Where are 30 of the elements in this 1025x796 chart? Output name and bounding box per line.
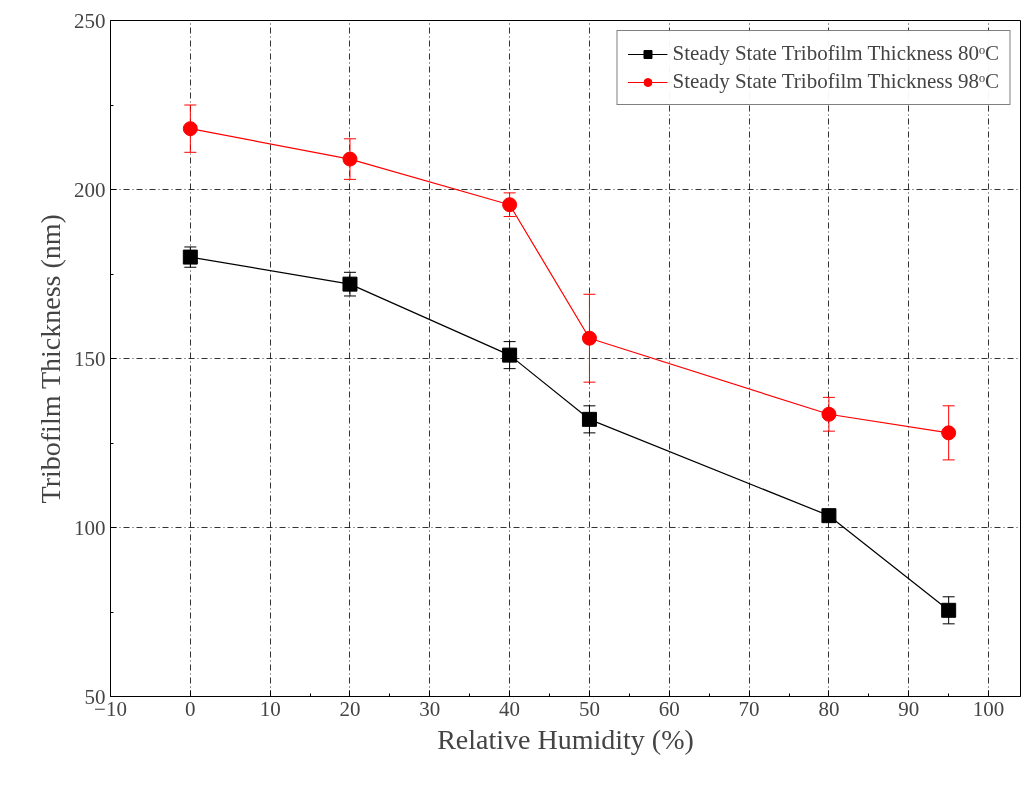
point	[581, 330, 597, 346]
y-tick-label: 150	[74, 346, 106, 371]
x-tick-label: 90	[898, 696, 920, 721]
y-tick-label: 200	[74, 177, 106, 202]
legend-label: Steady State Tribofilm Thickness 80ᵒC	[672, 41, 999, 66]
point	[821, 508, 837, 524]
point	[581, 411, 597, 427]
x-tick-label: 20	[339, 696, 361, 721]
y-tick-label: 250	[74, 8, 106, 33]
point	[941, 425, 957, 441]
legend-label: Steady State Tribofilm Thickness 98ᵒC	[672, 69, 999, 94]
y-tick-label: 100	[74, 515, 106, 540]
x-tick-label: 100	[972, 696, 1005, 721]
x-axis-title: Relative Humidity (%)	[437, 723, 694, 755]
point	[821, 406, 837, 422]
x-tick-label: 70	[738, 696, 760, 721]
x-tick-label: 80	[818, 696, 840, 721]
point	[342, 151, 358, 167]
point	[502, 347, 518, 363]
point	[182, 121, 198, 137]
x-tick-label: 60	[658, 696, 680, 721]
x-tick-label: 0	[185, 696, 196, 721]
x-tick-label: 50	[578, 696, 600, 721]
y-axis-title: Tribofilm Thickness (nm)	[35, 214, 66, 504]
x-tick-label: 30	[419, 696, 441, 721]
x-tick-label: 10	[259, 696, 281, 721]
point	[342, 276, 358, 292]
point	[941, 602, 957, 618]
x-tick-label: 40	[499, 696, 521, 721]
point	[502, 197, 518, 213]
